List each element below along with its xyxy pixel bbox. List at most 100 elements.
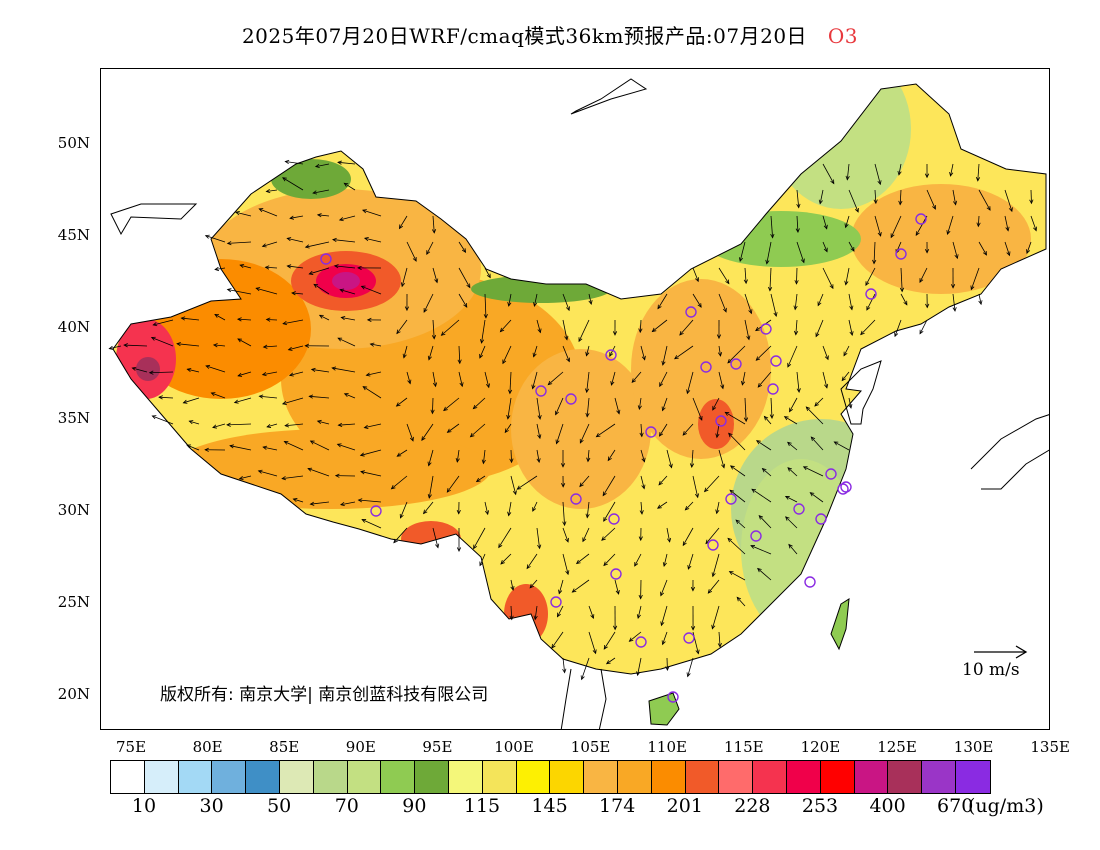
wind-vector-arrow [341, 317, 356, 321]
station-marker [608, 513, 620, 525]
wind-vector-arrow [757, 568, 772, 581]
wind-vector-head [432, 382, 438, 388]
wind-vector-arrow [582, 527, 590, 542]
wind-vector-head [682, 431, 687, 436]
wind-vector-arrow [718, 267, 730, 284]
wind-vector-arrow [787, 467, 798, 477]
wind-vector-head [558, 589, 563, 595]
wind-vector-arrow [822, 371, 828, 388]
wind-vector-arrow [588, 631, 597, 654]
wind-vector-arrow [479, 345, 486, 359]
wind-vector-head [854, 207, 859, 213]
wind-vector-head [729, 465, 735, 470]
wind-vector-head [255, 287, 261, 292]
wind-vector-head [1006, 251, 1011, 257]
wind-vector-head [395, 402, 401, 407]
wind-vector-arrow [718, 293, 727, 312]
wind-vector-arrow [258, 470, 278, 477]
wind-vector-head [661, 360, 666, 366]
wind-vector-arrow [532, 501, 538, 512]
wind-vector-arrow [181, 317, 200, 321]
wind-vector-arrow [572, 579, 590, 593]
wind-vector-head [131, 366, 137, 371]
colorbar-tick-label: 228 [734, 795, 771, 817]
wind-vector-head [205, 364, 211, 369]
wind-vector-arrow [725, 411, 746, 425]
colorbar-swatch [617, 761, 652, 793]
wind-vector-head [721, 463, 726, 469]
wind-vector-arrow [400, 501, 408, 519]
wind-vector-arrow [770, 397, 773, 419]
wind-vector-head [108, 345, 114, 350]
wind-vector-head [715, 433, 720, 439]
wind-vector-head [586, 457, 591, 463]
wind-vector-arrow [915, 215, 928, 236]
wind-vector-head [794, 280, 799, 285]
wind-vector-head [728, 432, 733, 438]
wind-vector-head [590, 614, 595, 620]
wind-vector-head [898, 200, 903, 206]
wind-vector-arrow [290, 215, 304, 219]
wind-vector-arrow [458, 267, 471, 288]
wind-vector-head [784, 495, 790, 500]
colorbar-swatch [178, 761, 213, 793]
wind-vector-head [555, 410, 559, 416]
wind-vector-arrow [819, 189, 824, 204]
wind-vector-head [509, 615, 514, 621]
wind-vector-arrow [310, 440, 330, 451]
station-marker [565, 393, 577, 405]
wind-vector-arrow [406, 241, 417, 262]
wind-vector-arrow [259, 208, 278, 217]
wind-vector-arrow [662, 397, 668, 411]
wind-vector-head [360, 285, 366, 290]
colorbar-swatch [279, 761, 314, 793]
wind-vector-head [978, 300, 983, 306]
wind-vector-arrow [637, 657, 642, 676]
reference-wind-label: 10 m/s [962, 660, 1020, 680]
wind-vector-arrow [611, 371, 616, 386]
wind-vector-head [736, 596, 742, 602]
wind-vector-arrow [581, 657, 590, 680]
wind-vector-arrow [282, 475, 304, 480]
wind-vector-head [767, 286, 773, 292]
latitude-tick-label: 30N [57, 501, 90, 519]
wind-vector-head [340, 502, 345, 507]
wind-vector-arrow [176, 343, 200, 347]
wind-vector-arrow [845, 267, 850, 285]
wind-vector-head [536, 458, 541, 464]
wind-vector-head [158, 395, 163, 400]
wind-vector-head [689, 463, 695, 469]
wind-vector-head [532, 507, 537, 512]
wind-vector-head [738, 257, 744, 263]
wind-vector-arrow [428, 475, 434, 498]
wind-vector-head [236, 317, 242, 322]
wind-vector-arrow [750, 545, 772, 555]
colorbar-tick-label: 115 [463, 795, 501, 817]
wind-vector-head [697, 303, 702, 308]
colorbar-swatch [212, 761, 247, 793]
wind-vector-head [204, 447, 209, 452]
wind-vector-arrow [484, 371, 490, 388]
wind-vector-head [728, 571, 734, 576]
wind-vector-head [634, 561, 639, 567]
wind-vector-head [479, 561, 484, 567]
wind-vector-arrow [533, 345, 538, 357]
wind-vector-arrow [692, 267, 699, 282]
wind-vector-arrow [691, 449, 694, 468]
wind-vector-head [507, 511, 512, 517]
wind-vector-head [532, 352, 537, 358]
wind-vector-head [727, 358, 732, 364]
wind-vector-arrow [562, 345, 570, 362]
wind-vector-head [605, 660, 611, 665]
wind-vector-arrow [536, 423, 541, 439]
wind-vector-head [304, 244, 310, 249]
wind-vector-arrow [510, 605, 513, 620]
wind-vector-arrow [685, 501, 694, 511]
wind-vector-arrow [432, 319, 435, 339]
wind-vector-head [585, 412, 590, 418]
wind-vector-head [461, 248, 467, 254]
wind-vector-arrow [285, 161, 304, 165]
wind-vector-arrow [757, 371, 772, 388]
wind-vector-arrow [555, 397, 564, 415]
wind-vector-head [850, 247, 855, 252]
